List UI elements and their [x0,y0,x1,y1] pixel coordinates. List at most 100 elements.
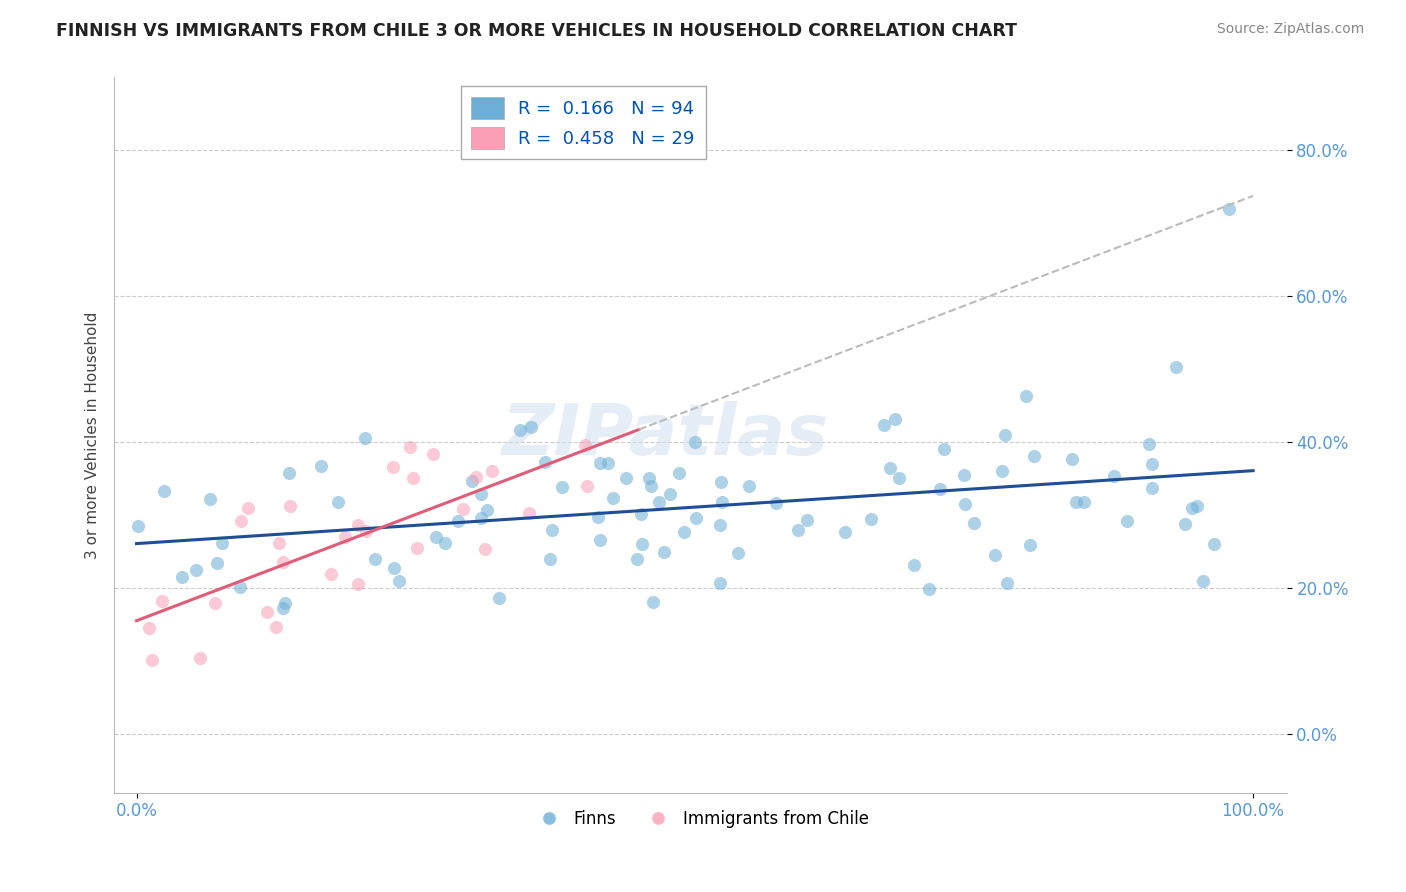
Point [1022,449,1045,463]
Point [586,510,609,524]
Point [425,530,447,544]
Point [1062,452,1084,467]
Point [509,423,531,437]
Point [1140,457,1163,471]
Point [709,518,731,533]
Point [211,535,233,549]
Point [1015,389,1038,403]
Point [658,487,681,501]
Point [631,537,654,551]
Point [602,491,624,505]
Point [274,596,297,610]
Point [917,582,939,597]
Point [887,471,910,485]
Point [1187,499,1209,513]
Point [170,569,193,583]
Point [402,470,425,484]
Point [347,517,370,532]
Point [884,412,907,426]
Point [990,464,1012,478]
Point [433,536,456,550]
Point [673,524,696,539]
Point [150,594,173,608]
Point [228,580,250,594]
Point [614,471,637,485]
Point [575,479,598,493]
Point [1073,494,1095,508]
Point [643,595,665,609]
Point [738,479,761,493]
Point [205,556,228,570]
Point [382,459,405,474]
Point [1202,537,1225,551]
Point [447,514,470,528]
Point [280,500,302,514]
Point [236,500,259,515]
Point [256,605,278,619]
Point [765,496,787,510]
Point [184,564,207,578]
Point [963,516,986,530]
Point [470,487,492,501]
Point [266,619,288,633]
Point [1019,538,1042,552]
Point [1137,437,1160,451]
Point [451,501,474,516]
Point [598,456,620,470]
Text: Source: ZipAtlas.com: Source: ZipAtlas.com [1216,22,1364,37]
Point [474,541,496,556]
Point [538,551,561,566]
Point [519,420,541,434]
Point [652,545,675,559]
Point [589,533,612,547]
Point [1174,516,1197,531]
Point [787,523,810,537]
Point [1104,469,1126,483]
Point [683,434,706,449]
Point [1116,514,1139,528]
Point [984,549,1007,563]
Point [321,567,343,582]
Point [311,458,333,473]
Point [406,541,429,555]
Point [1181,501,1204,516]
Point [1064,495,1087,509]
Text: ZIPatlas: ZIPatlas [502,401,830,469]
Point [903,558,925,572]
Point [461,474,484,488]
Point [727,546,749,560]
Point [953,468,976,483]
Point [630,507,652,521]
Point [422,447,444,461]
Point [711,495,734,509]
Text: FINNISH VS IMMIGRANTS FROM CHILE 3 OR MORE VEHICLES IN HOUSEHOLD CORRELATION CHA: FINNISH VS IMMIGRANTS FROM CHILE 3 OR MO… [56,22,1017,40]
Point [1218,202,1240,216]
Point [198,491,221,506]
Point [934,442,956,457]
Point [204,596,226,610]
Point [267,536,290,550]
Point [127,519,149,533]
Point [994,428,1017,442]
Point [488,591,510,605]
Point [278,467,301,481]
Point [517,507,540,521]
Point [638,471,661,485]
Point [710,475,733,489]
Point [229,514,252,528]
Point [879,461,901,475]
Point [354,430,377,444]
Point [626,551,648,566]
Legend: Finns, Immigrants from Chile: Finns, Immigrants from Chile [526,803,876,834]
Point [188,651,211,665]
Point [465,470,488,484]
Point [574,438,596,452]
Point [648,495,671,509]
Point [388,574,411,588]
Point [271,601,294,615]
Point [481,464,503,478]
Point [347,577,370,591]
Point [709,576,731,591]
Point [640,479,662,493]
Point [364,552,387,566]
